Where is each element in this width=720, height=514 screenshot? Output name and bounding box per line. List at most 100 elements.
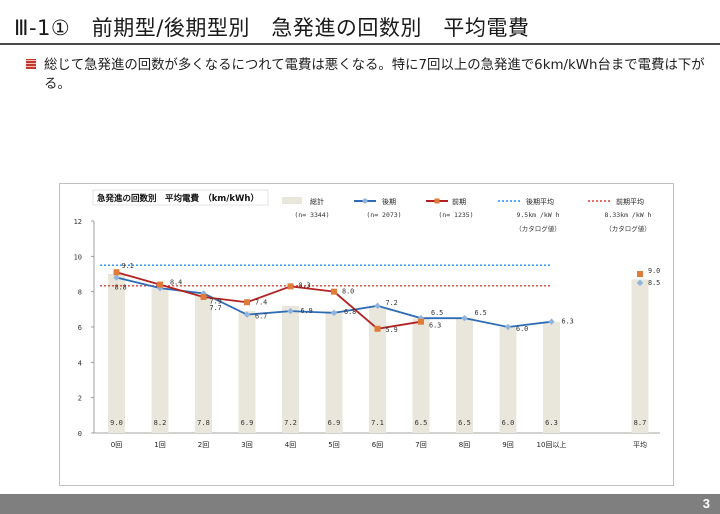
x-tick-label: 0回 (111, 441, 122, 449)
early-avg-value-label: 9.0 (648, 267, 660, 275)
legend-n-label: (n= 3344) (294, 211, 329, 219)
bar-total (238, 311, 256, 433)
y-tick-label: 6 (78, 324, 82, 332)
bar-value-label: 6.9 (241, 419, 254, 427)
late-value-label: 6.9 (301, 307, 313, 315)
page-number: 3 (702, 496, 710, 511)
bar-total (369, 307, 386, 433)
chart-title: 急発進の回数別 平均電費 （km/kWh） (97, 193, 259, 204)
bar-value-label: 7.1 (371, 419, 384, 427)
early-marker (374, 325, 381, 332)
x-tick-label: 5回 (328, 441, 339, 449)
title-divider (0, 43, 720, 45)
bar-total (456, 318, 473, 433)
footer-bar: 3 (0, 494, 720, 514)
bar-total (282, 305, 299, 433)
early-value-label: 8.4 (170, 279, 182, 287)
bullet-square-icon (26, 59, 36, 69)
bar-total (325, 311, 343, 433)
page-title: Ⅲ-1① 前期型/後期型別 急発進の回数別 平均電費 (14, 16, 530, 40)
bar-total (108, 274, 125, 433)
x-tick-label: 7回 (415, 441, 426, 449)
late-avg-marker (636, 279, 644, 287)
early-value-label: 8.0 (342, 288, 354, 296)
x-tick-label: 10回以上 (537, 440, 567, 449)
summary-bullet: 総じて急発進の回数が多くなるにつれて電費は悪くなる。特に7回以上の急発進で6km… (26, 56, 706, 94)
late-value-label: 7.9 (210, 297, 222, 305)
bar-value-label: 6.0 (502, 419, 515, 427)
legend-n-label: 9.5km /kW h (516, 211, 559, 219)
late-marker (374, 302, 381, 309)
late-marker (330, 309, 338, 317)
early-value-label: 8.3 (299, 281, 311, 289)
x-tick-label: 1回 (154, 441, 165, 449)
x-tick-label-avg: 平均 (633, 440, 647, 449)
bar-value-label: 7.2 (284, 419, 297, 427)
x-tick-label: 2回 (198, 441, 209, 449)
bar-value-label: 6.9 (328, 419, 341, 427)
bar-total (543, 321, 560, 433)
chart-title-box (92, 189, 269, 206)
x-tick-label: 8回 (459, 441, 470, 449)
bar-value-label: 6.3 (545, 419, 558, 427)
early-marker (200, 293, 207, 300)
y-tick-label: 12 (74, 218, 82, 226)
legend-label: 後期 (382, 197, 396, 206)
bar-avg-value-label: 8.7 (634, 419, 647, 427)
late-marker (200, 290, 207, 297)
late-marker (548, 318, 555, 325)
legend-note: （カタログ値） (605, 224, 651, 233)
early-value-label: 7.4 (255, 298, 267, 306)
early-value-label: 7.7 (210, 304, 222, 312)
late-value-label: 7.2 (386, 299, 398, 307)
y-tick-label: 4 (78, 359, 82, 367)
bar-total (412, 318, 430, 433)
late-marker (287, 307, 294, 315)
early-value-label: 9.1 (122, 262, 134, 270)
bar-total (499, 327, 517, 433)
x-tick-label: 4回 (285, 441, 296, 449)
early-marker (157, 281, 163, 288)
late-marker (113, 274, 120, 281)
early-series-line (116, 271, 422, 330)
legend-swatch-total (282, 197, 302, 204)
late-value-label: 6.8 (344, 308, 356, 316)
late-value-label: 6.3 (562, 318, 574, 326)
y-tick-label: 2 (78, 395, 82, 403)
early-marker (244, 299, 250, 306)
early-avg-marker (637, 271, 643, 277)
bar-total (151, 288, 169, 433)
chart-panel: 急発進の回数別 平均電費 （km/kWh） 0 2 4 6 8 10 12 総計 (n= 3344… (59, 183, 674, 486)
summary-text: 総じて急発進の回数が多くなるにつれて電費は悪くなる。特に7回以上の急発進で6km… (44, 58, 705, 92)
x-tick-label: 9回 (502, 441, 513, 449)
early-value-label: 6.3 (429, 322, 441, 330)
early-marker (331, 288, 337, 295)
legend-label: 総計 (310, 197, 324, 206)
legend-marker-early (434, 198, 440, 204)
bar-value-label: 9.0 (110, 419, 123, 427)
legend-label: 後期平均 (526, 197, 554, 206)
late-value-label: 6.0 (516, 325, 528, 333)
legend-n-label: 8.33km /kW h (605, 211, 652, 219)
late-value-label: 6.5 (431, 309, 443, 317)
chart-svg: 急発進の回数別 平均電費 （km/kWh） 0 2 4 6 8 10 12 総計 (n= 3344… (74, 189, 660, 449)
late-avg-value-label: 8.5 (648, 279, 660, 287)
x-tick-label: 3回 (241, 441, 252, 449)
bar-total-avg (631, 279, 649, 433)
late-value-label: 6.5 (475, 309, 487, 317)
late-value-label: 8.8 (115, 284, 127, 292)
early-value-label: 5.9 (386, 326, 398, 334)
bar-value-label: 8.2 (154, 419, 167, 427)
x-tick-label: 6回 (372, 441, 383, 449)
legend-label: 前期 (452, 197, 466, 206)
late-marker (461, 314, 468, 322)
y-tick-label: 10 (74, 253, 82, 261)
y-tick-label: 8 (78, 289, 82, 297)
legend-note: （カタログ値） (515, 224, 561, 233)
legend-marker-late (362, 198, 368, 204)
legend-label: 前期平均 (616, 197, 644, 206)
late-value-label: 6.7 (255, 313, 267, 321)
bar-value-label: 6.5 (415, 419, 428, 427)
early-marker (287, 283, 294, 290)
bar-total (195, 295, 212, 433)
